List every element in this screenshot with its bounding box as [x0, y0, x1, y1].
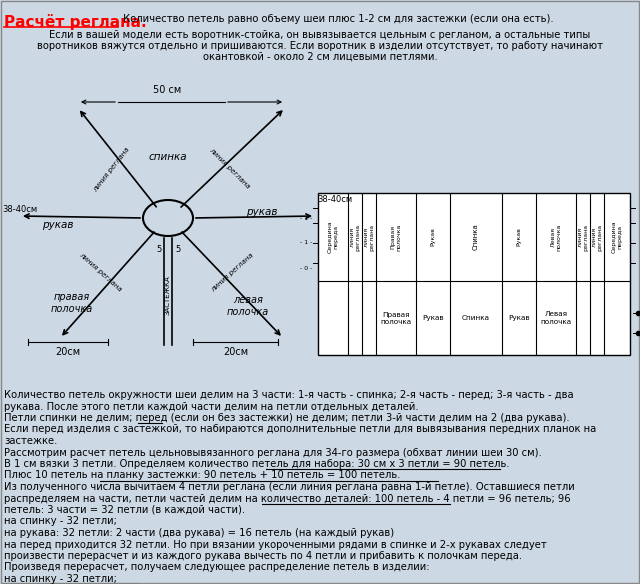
Text: на спинку - 32 петли;: на спинку - 32 петли;	[4, 574, 117, 584]
Text: линия реглана: линия реглана	[210, 252, 254, 293]
Text: Левая
полочка: Левая полочка	[540, 311, 572, 325]
Text: линия
реглана: линия реглана	[349, 224, 360, 251]
Text: правая
полочка: правая полочка	[51, 292, 93, 314]
Text: линия реглана: линия реглана	[77, 252, 122, 293]
Text: ЗАСТЕЖКА: ЗАСТЕЖКА	[165, 275, 171, 315]
Text: Рукав: Рукав	[516, 228, 522, 246]
Text: Правая
полочка: Правая полочка	[380, 311, 412, 325]
Text: Если в вашей модели есть воротник-стойка, он вывязывается цельным с регланом, а : Если в вашей модели есть воротник-стойка…	[49, 30, 591, 40]
Text: на перед приходится 32 петли. Но при вязании укороченными рядами в спинке и 2-х : на перед приходится 32 петли. Но при вяз…	[4, 540, 547, 550]
Text: 38-40см: 38-40см	[317, 196, 352, 204]
Text: линия
реглана: линия реглана	[578, 224, 588, 251]
Text: Произведя перерасчет, получаем следующее распределение петель в изделии:: Произведя перерасчет, получаем следующее…	[4, 562, 429, 572]
Text: рукав: рукав	[42, 220, 74, 230]
Text: на спинку - 32 петли;: на спинку - 32 петли;	[4, 516, 117, 527]
Text: левая
полочка: левая полочка	[227, 295, 269, 317]
Text: распределяем на части, петли частей делим на количество деталей: 100 петель - 4 : распределяем на части, петли частей дели…	[4, 493, 571, 503]
Text: линия реглана: линия реглана	[93, 147, 131, 193]
Text: окантовкой - около 2 см лицевыми петлями.: окантовкой - около 2 см лицевыми петлями…	[203, 52, 437, 62]
Text: 50 см: 50 см	[153, 85, 181, 95]
Text: Рукав: Рукав	[508, 315, 530, 321]
Text: Плюс 10 петель на планку застежки: 90 петель + 10 петель = 100 петель.: Плюс 10 петель на планку застежки: 90 пе…	[4, 471, 401, 481]
Text: Середина
переда: Середина переда	[612, 221, 622, 253]
Text: 20см: 20см	[56, 347, 81, 357]
Text: застежке.: застежке.	[4, 436, 58, 446]
Text: Спинка: Спинка	[473, 224, 479, 251]
Text: спинка: спинка	[148, 152, 188, 162]
Text: Спинка: Спинка	[462, 315, 490, 321]
Text: рукав: рукав	[246, 207, 278, 217]
Ellipse shape	[143, 200, 193, 236]
Text: - 1 -: - 1 -	[300, 241, 312, 245]
Text: Левая
полочка: Левая полочка	[550, 223, 561, 251]
Text: 5: 5	[156, 245, 162, 254]
Text: на рукава: 32 петли: 2 части (два рукава) = 16 петель (на каждый рукав): на рукава: 32 петли: 2 части (два рукава…	[4, 528, 394, 538]
Text: Из полученного числа вычитаем 4 петли реглана (если линия реглана равна 1-й петл: Из полученного числа вычитаем 4 петли ре…	[4, 482, 575, 492]
Text: Середина
переда: Середина переда	[328, 221, 339, 253]
Text: линия
реглана: линия реглана	[364, 224, 374, 251]
Text: Правая
полочка: Правая полочка	[390, 223, 401, 251]
Text: Если перед изделия с застежкой, то набираются дополнительные петли для вывязыван: Если перед изделия с застежкой, то набир…	[4, 425, 596, 434]
Text: Количество петель равно объему шеи плюс 1-2 см для застежки (если она есть).: Количество петель равно объему шеи плюс …	[120, 14, 554, 24]
Text: - 0 -: - 0 -	[300, 266, 312, 270]
Text: линия
реглана: линия реглана	[591, 224, 602, 251]
Text: Рукав: Рукав	[431, 228, 435, 246]
Text: рукава. После этого петли каждой части делим на петли отдельных деталей.: рукава. После этого петли каждой части д…	[4, 402, 419, 412]
Text: Рассмотрим расчет петель цельновывязанного реглана для 34-го размера (обхват лин: Рассмотрим расчет петель цельновывязанно…	[4, 447, 541, 457]
Text: 5: 5	[175, 245, 180, 254]
Text: В 1 см вязки 3 петли. Определяем количество петель для набора: 30 см х 3 петли =: В 1 см вязки 3 петли. Определяем количес…	[4, 459, 509, 469]
Text: 20см: 20см	[223, 347, 248, 357]
Text: петель: 3 части = 32 петли (в каждой части).: петель: 3 части = 32 петли (в каждой час…	[4, 505, 245, 515]
Text: Количество петель окружности шеи делим на 3 части: 1-я часть - спинка; 2-я часть: Количество петель окружности шеи делим н…	[4, 390, 573, 400]
Text: Рукав: Рукав	[422, 315, 444, 321]
Text: линия реглана: линия реглана	[209, 147, 252, 189]
Text: воротников вяжутся отдельно и пришиваются. Если воротник в изделии отсутствует, : воротников вяжутся отдельно и пришиваютс…	[37, 41, 603, 51]
Bar	[318, 193, 630, 355]
Text: 38-40см: 38-40см	[2, 206, 37, 214]
Text: произвести перерасчет и из каждого рукава вычесть по 4 петли и прибавить к полоч: произвести перерасчет и из каждого рукав…	[4, 551, 522, 561]
Text: - 1 -: - 1 -	[300, 215, 312, 221]
Text: Расчёт реглана.: Расчёт реглана.	[4, 14, 147, 30]
Text: Петли спинки не делим; перед (если он без застежки) не делим; петли 3-й части де: Петли спинки не делим; перед (если он бе…	[4, 413, 570, 423]
